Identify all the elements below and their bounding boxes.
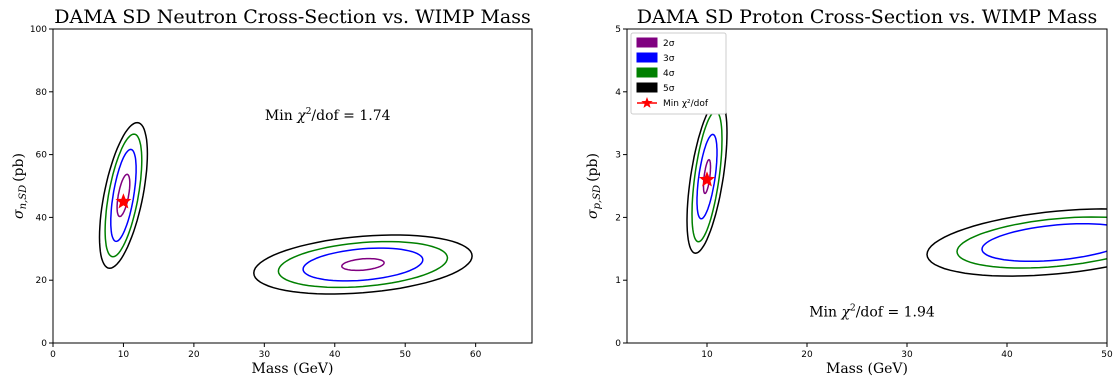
- chart-panel-2: DAMA SD Proton Cross-Section vs. WIMP Ma…: [585, 6, 1113, 376]
- min-chi2-annotation: Min χ2/dof = 1.94: [809, 304, 935, 321]
- y-label-subscript: n,SD: [18, 185, 29, 210]
- plot-frame: [52, 28, 533, 344]
- y-label-symbol: σ: [585, 209, 601, 219]
- min-chi2-marker: [698, 171, 716, 187]
- legend-label-5sigma: 5σ: [663, 84, 675, 94]
- y-tick-label: 2: [615, 213, 621, 223]
- annot-sup: 2: [306, 107, 312, 117]
- annot-sup: 2: [850, 304, 856, 314]
- y-tick-label: 60: [36, 151, 48, 161]
- y-label-unit: (pb): [585, 153, 601, 182]
- legend-star-marker: [641, 97, 653, 108]
- contour-5sigma-region-2: [253, 234, 473, 295]
- annot-suffix: /dof = 1.94: [856, 305, 935, 321]
- y-axis-label: σn,SD (pb): [11, 153, 29, 219]
- min-chi2-marker: [115, 193, 132, 209]
- x-axis-label: Mass (GeV): [251, 361, 333, 376]
- annot-prefix: Min: [809, 305, 841, 321]
- contour-4sigma-region-2: [956, 216, 1107, 269]
- y-label-subscript: p,SD: [592, 185, 603, 209]
- x-tick-label: 10: [118, 350, 130, 360]
- y-tick-label: 1: [615, 276, 621, 286]
- y-label-symbol: σ: [11, 209, 27, 219]
- y-tick-label: 80: [36, 88, 48, 98]
- y-axis-label: σp,SD (pb): [585, 153, 603, 219]
- y-tick-label: 0: [615, 339, 621, 349]
- annot-chi: χ: [296, 108, 307, 124]
- min-chi2-annotation: Min χ2/dof = 1.74: [265, 107, 391, 124]
- contour-2sigma-region-2: [341, 257, 385, 272]
- x-tick-label: 20: [801, 350, 813, 360]
- legend-label-4sigma: 4σ: [663, 69, 675, 79]
- plot-frame: [626, 28, 1108, 344]
- x-tick-label: 20: [188, 350, 200, 360]
- x-tick-label: 50: [1101, 350, 1113, 360]
- x-tick-label: 60: [470, 350, 482, 360]
- x-tick-label: 0: [50, 350, 56, 360]
- legend: 2σ 3σ 4σ 5σ Min χ²/dof: [630, 32, 727, 115]
- y-tick-label: 40: [36, 213, 48, 223]
- contour-4sigma-region-1: [104, 133, 143, 258]
- annot-prefix: Min: [265, 108, 297, 124]
- legend-swatch-4sigma: [636, 67, 658, 78]
- x-tick-label: 30: [259, 350, 271, 360]
- plot-area: [686, 99, 1107, 277]
- chart-title: DAMA SD Neutron Cross-Section vs. WIMP M…: [54, 6, 530, 28]
- x-tick-label: 40: [329, 350, 341, 360]
- x-tick-label: 30: [901, 350, 913, 360]
- plot-area: [98, 121, 473, 295]
- x-tick-label: 10: [701, 350, 713, 360]
- y-label-unit: (pb): [11, 153, 27, 182]
- legend-label-3sigma: 3σ: [663, 54, 675, 64]
- y-tick-label: 5: [615, 25, 621, 35]
- contour-4sigma-region-2: [277, 240, 449, 289]
- contour-3sigma-region-2: [302, 247, 424, 282]
- annot-chi: χ: [840, 305, 851, 321]
- y-tick-label: 20: [36, 276, 48, 286]
- legend-label-2sigma: 2σ: [663, 39, 675, 49]
- annot-suffix: /dof = 1.74: [311, 108, 390, 124]
- x-tick-label: 50: [399, 350, 411, 360]
- contour-5sigma-region-2: [926, 208, 1107, 277]
- legend-swatch-5sigma: [636, 82, 658, 93]
- contour-3sigma-region-1: [696, 133, 718, 220]
- x-axis-label: Mass (GeV): [826, 361, 908, 376]
- x-tick-label: 40: [1001, 350, 1013, 360]
- legend-label-marker: Min χ²/dof: [663, 99, 709, 109]
- legend-swatch-2sigma: [636, 37, 658, 48]
- contour-3sigma-region-1: [110, 148, 137, 243]
- y-tick-label: 0: [41, 339, 47, 349]
- y-tick-label: 4: [615, 88, 621, 98]
- chart-panel-1: DAMA SD Neutron Cross-Section vs. WIMP M…: [11, 6, 533, 376]
- chart-title: DAMA SD Proton Cross-Section vs. WIMP Ma…: [637, 6, 1098, 28]
- y-tick-label: 100: [30, 25, 47, 35]
- y-tick-label: 3: [615, 151, 621, 161]
- contour-5sigma-region-1: [98, 121, 149, 269]
- legend-swatch-3sigma: [636, 52, 658, 63]
- contour-3sigma-region-2: [981, 222, 1107, 263]
